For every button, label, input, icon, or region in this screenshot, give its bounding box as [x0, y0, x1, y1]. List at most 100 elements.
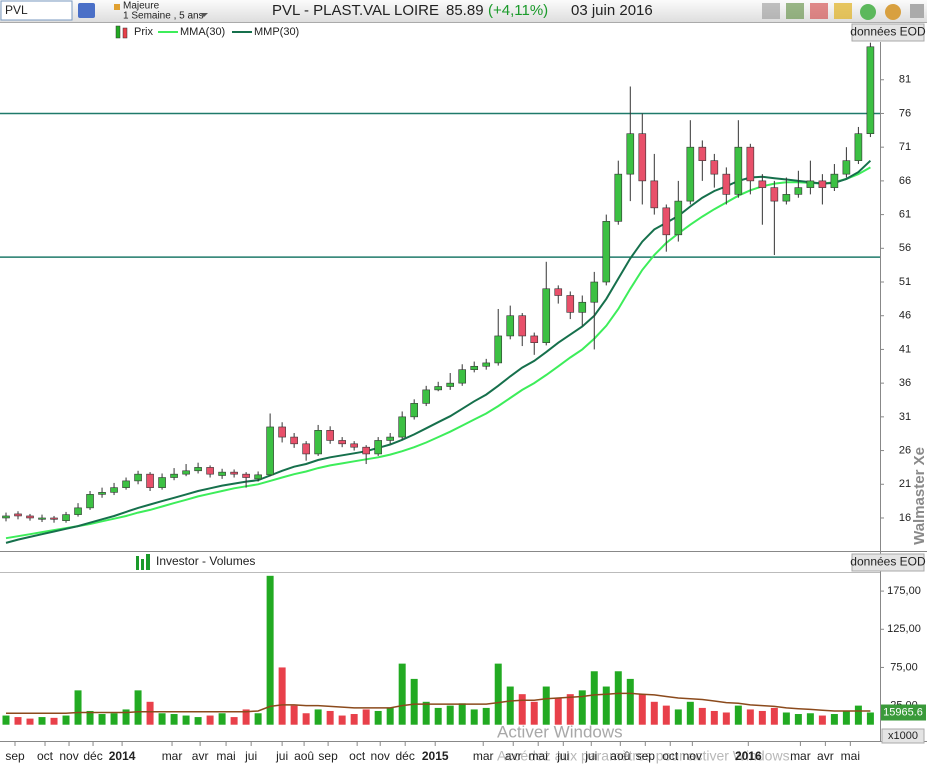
legend-label: MMA(30) [180, 26, 225, 38]
volume-bar [794, 714, 802, 725]
volume-bar [386, 707, 394, 725]
y-tick-label: 46 [899, 310, 911, 322]
x-tick-label: sep [318, 749, 338, 763]
x-tick-label: oct [349, 749, 366, 763]
date: 03 juin 2016 [571, 2, 653, 19]
volume-bar [662, 705, 670, 725]
y-tick-label: 21 [899, 478, 911, 490]
volume-bar [458, 703, 466, 725]
tool-icon[interactable] [762, 3, 780, 19]
volume-bar [74, 690, 82, 725]
y-tick-label: 56 [899, 242, 911, 254]
candle-body [494, 335, 503, 364]
x-tick-label: déc [396, 749, 415, 763]
source-label: données EOD [850, 555, 926, 569]
period: 1 Semaine , 5 ans [123, 11, 204, 22]
candle-body [158, 477, 166, 488]
candle-body [374, 440, 382, 455]
candle-body [434, 386, 442, 391]
volume-bar [410, 678, 418, 725]
candle-body [194, 467, 202, 472]
group: Majeure [123, 1, 160, 12]
x-tick-label: oct [37, 749, 54, 763]
candle-body [518, 315, 527, 337]
group-icon [114, 4, 120, 10]
tool-icon[interactable] [786, 3, 804, 19]
volume-icon [136, 556, 139, 570]
x-tick-label: mai [529, 749, 548, 763]
y-tick-label: 61 [899, 208, 911, 220]
volume-bar [110, 713, 118, 725]
candle-body [698, 146, 707, 161]
candle-body [458, 369, 467, 384]
tool-icon[interactable] [885, 4, 901, 20]
candle-body [290, 436, 298, 445]
x-tick-label: 2016 [735, 749, 762, 763]
volume-bar [398, 663, 406, 725]
tool-icon[interactable] [834, 3, 852, 19]
volume-bar [170, 714, 178, 725]
volume-bar [2, 715, 10, 725]
candle-body [254, 474, 262, 480]
line [5, 166, 871, 540]
source-box [851, 553, 925, 572]
x-tick-label: nov [59, 749, 78, 763]
legend-label: MMP(30) [254, 26, 299, 38]
candle-body [338, 440, 346, 445]
volume-bar [734, 705, 742, 725]
volume-bar [566, 694, 574, 725]
y-tick-label: 76 [899, 107, 911, 119]
x-tick-label: nov [683, 749, 702, 763]
volume-bar [722, 712, 730, 725]
volume-bar [590, 671, 598, 725]
volume-bar [470, 709, 478, 725]
volume-icon [146, 554, 150, 570]
watermark: Walmaster Xe [911, 447, 927, 545]
volume-bar [866, 712, 874, 725]
candle-body [482, 362, 491, 367]
candle-body [566, 295, 575, 313]
candle-body [350, 443, 358, 448]
candle-body [218, 471, 226, 476]
y-tick-label: 16 [899, 512, 911, 524]
book-icon[interactable] [78, 3, 95, 18]
candle-body [146, 473, 154, 488]
volume-icon [141, 559, 144, 570]
tool-icon[interactable] [860, 4, 876, 20]
last-value-box [881, 704, 926, 721]
volume-bar [206, 715, 214, 725]
x-tick-label: jui [584, 749, 597, 763]
candle-body [602, 221, 611, 283]
volume-bar [254, 713, 262, 725]
candle-body [398, 416, 406, 438]
x-tick-label: jui [556, 749, 569, 763]
volume-bar [494, 663, 502, 725]
tool-icon[interactable] [810, 3, 828, 19]
volume-bar [614, 671, 622, 725]
candle-body [86, 494, 94, 509]
candle-body [554, 288, 563, 296]
candle-body [782, 194, 791, 202]
volume-bar [770, 707, 778, 725]
x-tick-label: mai [841, 749, 860, 763]
candle-body [746, 146, 755, 182]
candle-body [734, 146, 743, 195]
volume-bar [650, 701, 658, 725]
line [5, 159, 872, 544]
candle-body [758, 180, 767, 188]
change: (+4,11%) [488, 2, 548, 19]
y-tick-label: 31 [899, 411, 911, 423]
volume-bar [746, 709, 754, 725]
volume-bar [86, 710, 94, 725]
volume-bar [158, 713, 166, 725]
candle-body [818, 180, 827, 188]
x-tick-label: sep [5, 749, 25, 763]
symbol-input[interactable] [0, 0, 73, 21]
candle-body [182, 470, 190, 475]
volume-bar [602, 686, 610, 725]
candle-body [806, 180, 815, 188]
x-tick-label: avr [505, 749, 522, 763]
volume-bar [338, 715, 346, 725]
tool-icon[interactable] [910, 4, 924, 18]
